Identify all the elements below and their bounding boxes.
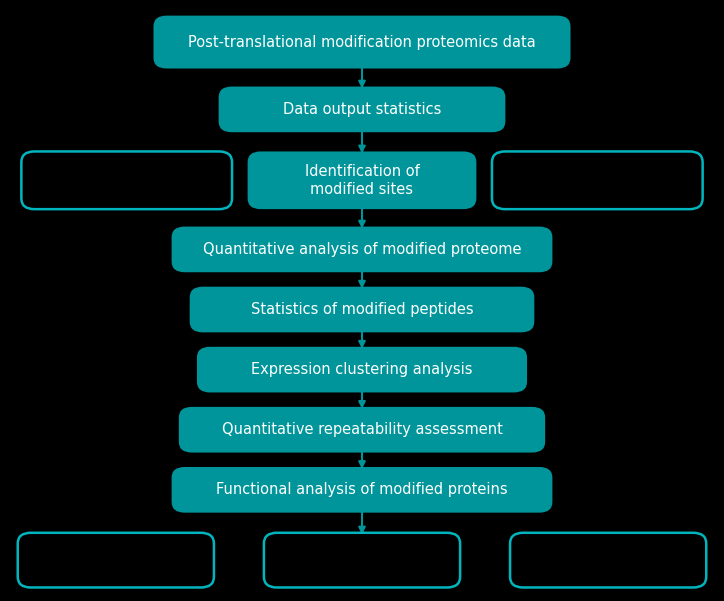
Text: Functional analysis of modified proteins: Functional analysis of modified proteins bbox=[216, 483, 508, 497]
FancyBboxPatch shape bbox=[510, 533, 706, 588]
FancyBboxPatch shape bbox=[190, 287, 534, 332]
FancyBboxPatch shape bbox=[248, 151, 476, 209]
Text: Statistics of modified peptides: Statistics of modified peptides bbox=[251, 302, 473, 317]
Text: Quantitative analysis of modified proteome: Quantitative analysis of modified proteo… bbox=[203, 242, 521, 257]
FancyBboxPatch shape bbox=[21, 151, 232, 209]
FancyBboxPatch shape bbox=[264, 533, 460, 588]
Text: Expression clustering analysis: Expression clustering analysis bbox=[251, 362, 473, 377]
FancyBboxPatch shape bbox=[197, 347, 527, 392]
FancyBboxPatch shape bbox=[172, 467, 552, 513]
Text: Quantitative repeatability assessment: Quantitative repeatability assessment bbox=[222, 423, 502, 437]
FancyBboxPatch shape bbox=[17, 533, 214, 588]
Text: Post-translational modification proteomics data: Post-translational modification proteomi… bbox=[188, 35, 536, 49]
FancyBboxPatch shape bbox=[492, 151, 702, 209]
FancyBboxPatch shape bbox=[179, 407, 545, 453]
Text: Data output statistics: Data output statistics bbox=[283, 102, 441, 117]
FancyBboxPatch shape bbox=[172, 227, 552, 272]
FancyBboxPatch shape bbox=[153, 16, 571, 69]
FancyBboxPatch shape bbox=[219, 87, 505, 132]
Text: Identification of
modified sites: Identification of modified sites bbox=[305, 163, 419, 197]
